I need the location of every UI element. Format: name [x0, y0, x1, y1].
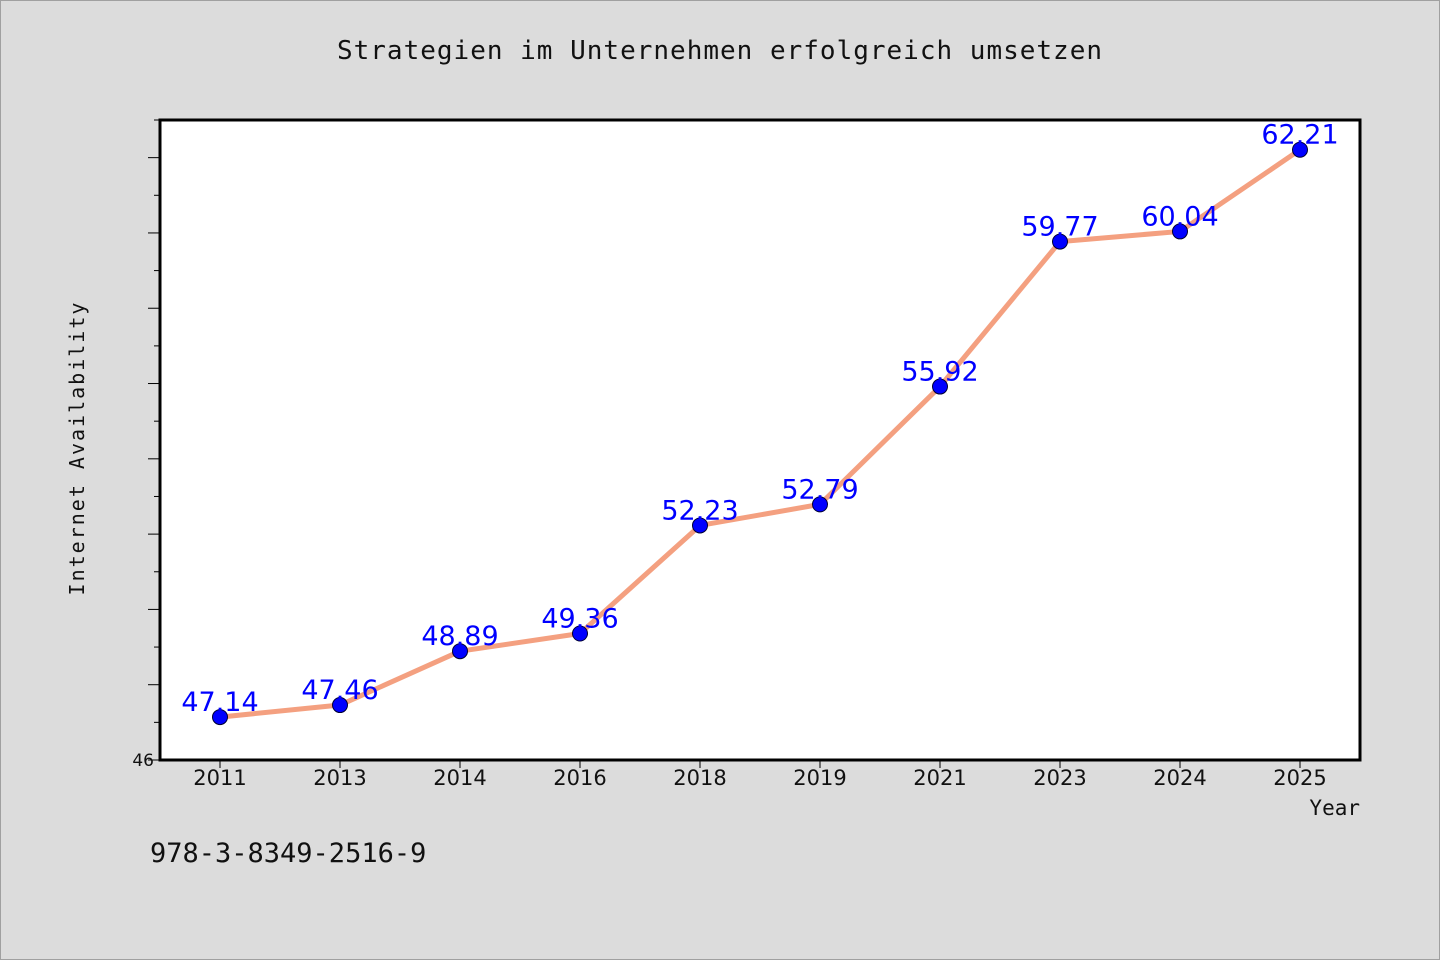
data-point [1052, 233, 1068, 250]
data-label: 52.79 [781, 474, 858, 505]
chart-title: Strategien im Unternehmen erfolgreich um… [336, 36, 1104, 66]
x-axis-ticks: 2011 2013 2014 2016 2018 2019 2021 2023 2024 2025 [193, 760, 1327, 790]
x-tick-label: 2018 [673, 766, 726, 790]
data-point [812, 496, 828, 513]
x-tick-label: 2023 [1033, 766, 1086, 790]
data-label: 60.04 [1141, 201, 1218, 232]
data-point [572, 625, 588, 642]
data-label: 47.46 [301, 675, 378, 706]
data-label: 48.89 [421, 621, 498, 652]
data-point [1172, 223, 1188, 240]
data-label: 47.14 [181, 687, 258, 718]
data-label: 62.21 [1261, 120, 1338, 151]
x-tick-label: 2024 [1153, 766, 1206, 790]
x-tick-label: 2011 [193, 766, 246, 790]
x-tick-label: 2025 [1273, 766, 1326, 790]
data-point [692, 517, 708, 534]
y-axis-ticks: 46 [132, 119, 160, 771]
y-axis-label: Internet Availability [65, 300, 89, 596]
x-tick-label: 2016 [553, 766, 606, 790]
x-tick-label: 2019 [793, 766, 846, 790]
data-label: 59.77 [1021, 212, 1098, 243]
x-tick-label: 2014 [433, 766, 486, 790]
series-line [217, 147, 1303, 720]
data-label: 55.92 [901, 357, 978, 388]
data-point [212, 709, 228, 726]
data-label: 52.23 [661, 495, 738, 526]
data-markers [212, 141, 1308, 726]
x-tick-label: 2021 [913, 766, 966, 790]
data-point [1292, 141, 1308, 158]
data-point [332, 697, 348, 714]
plot-area [158, 118, 1362, 762]
data-point [932, 378, 948, 395]
x-axis-label: Year [1309, 796, 1360, 820]
x-tick-label: 2013 [313, 766, 366, 790]
y-tick-label: 46 [132, 751, 154, 771]
data-labels: 47.14 47.46 48.89 49.36 52.23 52.79 55.92 59.77… [181, 120, 1338, 718]
data-point [452, 643, 468, 660]
data-label: 49.36 [541, 604, 618, 635]
footer-code: 978-3-8349-2516-9 [150, 838, 427, 869]
